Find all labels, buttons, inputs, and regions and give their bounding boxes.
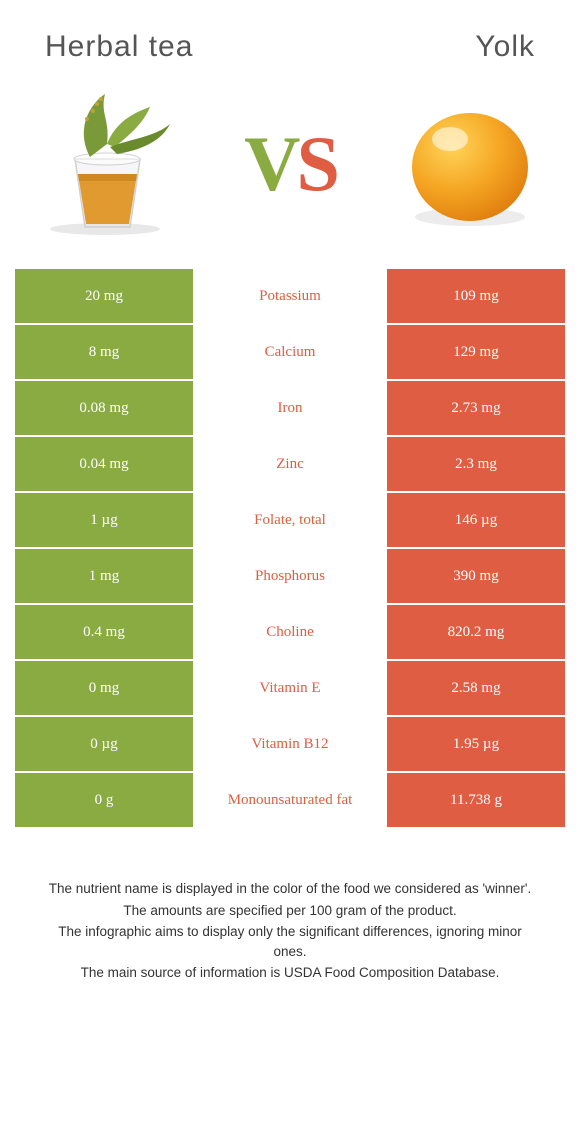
nutrient-label-cell: Folate, total [195,493,385,547]
footnotes: The nutrient name is displayed in the co… [15,829,565,995]
table-row: 0.08 mgIron2.73 mg [15,381,565,437]
right-value-cell: 2.58 mg [385,661,565,715]
left-food-title: Herbal tea [45,30,193,64]
footnote-line: The infographic aims to display only the… [40,922,540,961]
table-row: 8 mgCalcium129 mg [15,325,565,381]
table-row: 0.4 mgCholine820.2 mg [15,605,565,661]
left-value-cell: 0 g [15,773,195,827]
comparison-infographic: Herbal tea Yolk VS [0,0,580,1025]
vs-s: S [296,120,335,207]
right-food-title: Yolk [475,30,535,64]
right-value-cell: 1.95 µg [385,717,565,771]
table-row: 0 gMonounsaturated fat11.738 g [15,773,565,829]
left-value-cell: 0.4 mg [15,605,195,659]
nutrient-label-cell: Monounsaturated fat [195,773,385,827]
vs-v: V [244,120,296,207]
nutrient-label-cell: Potassium [195,269,385,323]
right-value-cell: 390 mg [385,549,565,603]
nutrient-label-cell: Calcium [195,325,385,379]
right-value-cell: 146 µg [385,493,565,547]
vs-label: VS [244,119,336,209]
table-row: 1 mgPhosphorus390 mg [15,549,565,605]
nutrient-label-cell: Zinc [195,437,385,491]
titles-row: Herbal tea Yolk [15,20,565,89]
table-row: 0 mgVitamin E2.58 mg [15,661,565,717]
nutrient-label-cell: Phosphorus [195,549,385,603]
left-value-cell: 1 mg [15,549,195,603]
left-value-cell: 0 µg [15,717,195,771]
herbal-tea-image [35,89,185,239]
right-value-cell: 109 mg [385,269,565,323]
nutrient-label-cell: Choline [195,605,385,659]
nutrient-label-cell: Vitamin B12 [195,717,385,771]
right-value-cell: 2.3 mg [385,437,565,491]
left-value-cell: 8 mg [15,325,195,379]
nutrient-label-cell: Iron [195,381,385,435]
table-row: 0 µgVitamin B121.95 µg [15,717,565,773]
footnote-line: The nutrient name is displayed in the co… [40,879,540,899]
right-value-cell: 820.2 mg [385,605,565,659]
table-row: 1 µgFolate, total146 µg [15,493,565,549]
left-value-cell: 0.08 mg [15,381,195,435]
right-value-cell: 129 mg [385,325,565,379]
yolk-image [395,89,545,239]
table-row: 20 mgPotassium109 mg [15,269,565,325]
table-row: 0.04 mgZinc2.3 mg [15,437,565,493]
hero-row: VS [15,89,565,269]
nutrient-label-cell: Vitamin E [195,661,385,715]
right-value-cell: 11.738 g [385,773,565,827]
left-value-cell: 0 mg [15,661,195,715]
footnote-line: The amounts are specified per 100 gram o… [40,901,540,921]
right-value-cell: 2.73 mg [385,381,565,435]
left-value-cell: 0.04 mg [15,437,195,491]
footnote-line: The main source of information is USDA F… [40,963,540,983]
left-value-cell: 1 µg [15,493,195,547]
left-value-cell: 20 mg [15,269,195,323]
nutrient-table: 20 mgPotassium109 mg8 mgCalcium129 mg0.0… [15,269,565,829]
